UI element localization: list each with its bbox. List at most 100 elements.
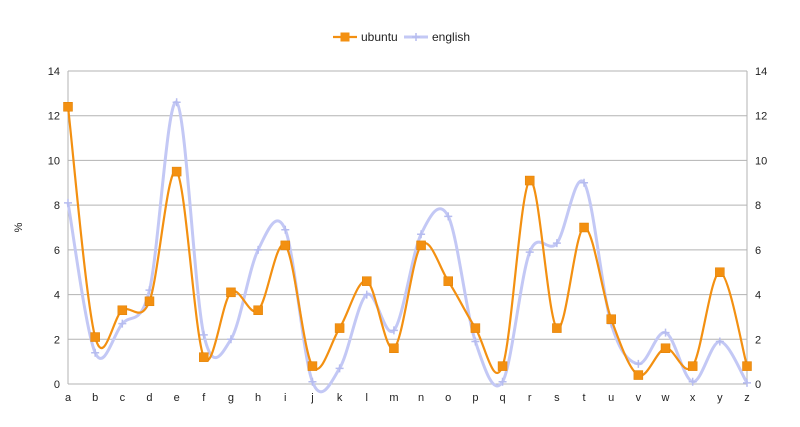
x-tick-label: b xyxy=(92,392,98,404)
data-point-english-r xyxy=(525,248,534,257)
data-point-ubuntu-o xyxy=(443,276,453,286)
y-tick-label-right: 12 xyxy=(755,111,767,123)
data-point-ubuntu-k xyxy=(334,323,345,333)
data-point-english-h xyxy=(254,245,263,254)
data-point-ubuntu-v xyxy=(633,370,644,380)
y-tick-label-right: 0 xyxy=(755,379,761,391)
data-point-english-y xyxy=(715,337,724,346)
data-point-ubuntu-n xyxy=(416,240,426,251)
y-tick-label-left: 14 xyxy=(48,66,60,78)
x-tick-label: o xyxy=(445,392,451,404)
data-point-english-b xyxy=(91,348,100,357)
data-point-ubuntu-y xyxy=(715,267,725,277)
data-point-ubuntu-q xyxy=(497,361,508,371)
data-point-english-f xyxy=(199,330,208,339)
x-tick-label: c xyxy=(120,392,126,404)
x-tick-label: u xyxy=(608,392,614,404)
y-tick-label-left: 6 xyxy=(54,245,60,257)
legend-item-english: english xyxy=(404,30,470,44)
x-tick-label: s xyxy=(554,392,560,404)
x-tick-label: n xyxy=(418,392,424,404)
x-tick-label: e xyxy=(174,392,180,404)
x-tick-label: m xyxy=(389,392,398,404)
data-point-ubuntu-l xyxy=(362,276,372,286)
data-point-english-e xyxy=(172,98,181,107)
data-point-ubuntu-m xyxy=(389,343,399,353)
x-tick-label: q xyxy=(499,392,505,404)
legend-marker xyxy=(340,32,350,42)
x-tick-label: v xyxy=(636,392,642,404)
data-point-english-z xyxy=(743,378,751,387)
x-tick-label: y xyxy=(717,392,723,404)
x-tick-label: l xyxy=(366,392,368,404)
y-tick-label-right: 4 xyxy=(755,290,761,302)
x-tick-label: g xyxy=(228,392,234,404)
data-point-ubuntu-g xyxy=(226,287,236,298)
legend-marker xyxy=(412,33,420,41)
y-tick-label-left: 2 xyxy=(54,334,60,346)
x-tick-label: f xyxy=(202,392,206,404)
legend-label: english xyxy=(432,30,470,44)
data-point-english-l xyxy=(362,290,371,299)
y-tick-label-left: 0 xyxy=(54,379,60,391)
data-point-ubuntu-f xyxy=(199,352,209,362)
y-axis-title: % xyxy=(13,222,25,232)
x-tick-label: r xyxy=(528,392,532,404)
data-point-ubuntu-s xyxy=(552,323,562,333)
y-tick-label-right: 10 xyxy=(755,155,767,167)
data-point-ubuntu-x xyxy=(687,361,698,371)
x-tick-label: w xyxy=(661,392,670,404)
data-point-ubuntu-w xyxy=(660,343,671,353)
x-tick-label: x xyxy=(690,392,696,404)
series-line-english xyxy=(66,100,749,394)
series-line-ubuntu xyxy=(66,106,749,377)
data-point-english-k xyxy=(335,364,344,373)
data-point-english-g xyxy=(226,335,235,344)
data-point-ubuntu-d xyxy=(144,296,155,307)
data-point-english-w xyxy=(661,328,670,337)
x-tick-label: j xyxy=(310,392,313,404)
x-tick-label: t xyxy=(583,392,586,404)
x-tick-label: k xyxy=(337,392,343,404)
y-tick-label-right: 8 xyxy=(755,200,761,212)
y-tick-label-left: 12 xyxy=(48,111,60,123)
y-tick-label-right: 6 xyxy=(755,245,761,257)
data-point-ubuntu-i xyxy=(280,240,291,251)
data-point-ubuntu-a xyxy=(63,102,73,112)
data-point-ubuntu-t xyxy=(579,222,589,233)
y-tick-label-left: 4 xyxy=(54,290,60,302)
series-english xyxy=(64,98,751,394)
data-point-ubuntu-j xyxy=(307,361,318,371)
data-point-english-o xyxy=(444,212,453,221)
data-point-english-j xyxy=(308,377,317,386)
x-tick-label: a xyxy=(65,392,72,404)
data-point-ubuntu-c xyxy=(117,305,128,315)
x-tick-label: i xyxy=(284,392,286,404)
x-tick-label: z xyxy=(744,392,750,404)
data-point-english-x xyxy=(688,377,697,386)
legend-label: ubuntu xyxy=(361,30,398,44)
data-point-ubuntu-h xyxy=(253,305,263,315)
data-point-ubuntu-p xyxy=(470,323,481,333)
data-point-english-t xyxy=(580,178,589,187)
data-point-english-a xyxy=(64,198,72,207)
data-point-ubuntu-z xyxy=(742,361,752,371)
data-point-english-v xyxy=(634,359,643,368)
data-point-ubuntu-b xyxy=(90,332,100,342)
data-point-ubuntu-e xyxy=(171,166,182,177)
y-tick-label-left: 10 xyxy=(48,155,60,167)
y-tick-label-right: 14 xyxy=(755,66,767,78)
y-tick-label-right: 2 xyxy=(755,334,761,346)
x-tick-label: h xyxy=(255,392,261,404)
series-ubuntu xyxy=(63,102,752,380)
data-point-english-p xyxy=(471,337,480,346)
legend-item-ubuntu: ubuntu xyxy=(333,30,398,44)
y-tick-label-left: 8 xyxy=(54,200,60,212)
data-point-english-q xyxy=(498,377,507,386)
data-point-ubuntu-r xyxy=(524,175,535,186)
x-tick-label: d xyxy=(146,392,152,404)
data-point-english-m xyxy=(389,326,398,335)
data-point-english-c xyxy=(118,319,127,328)
axes: 0 0 2 2 4 4 6 6 8 8 10 10 12 12 14 14 a b c d e f g h i j k l m n o p q r… xyxy=(13,66,767,404)
